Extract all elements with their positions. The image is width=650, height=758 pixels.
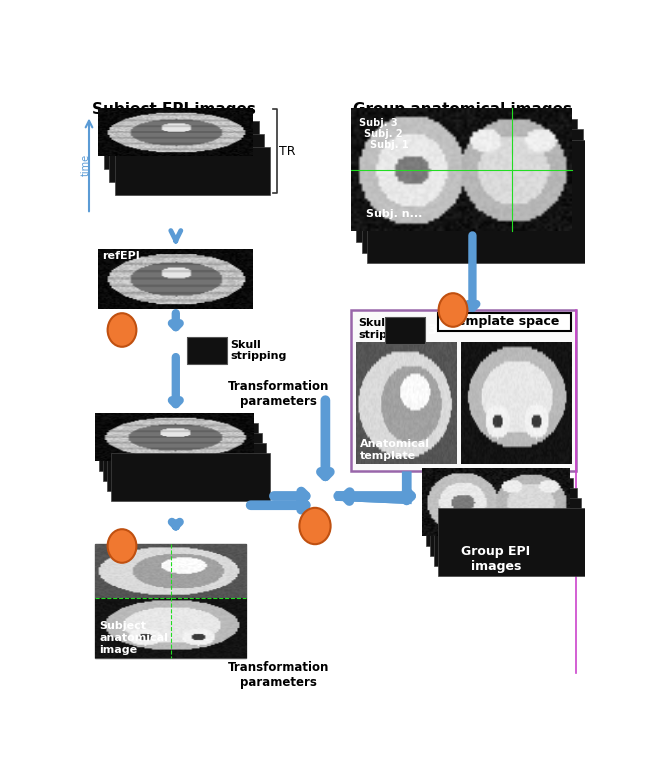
Text: 4: 4	[320, 489, 330, 503]
Bar	[434, 498, 581, 566]
Text: 3: 3	[428, 323, 437, 337]
Text: 2: 2	[171, 504, 181, 518]
Bar	[111, 453, 270, 500]
Bar	[356, 119, 577, 242]
Bar	[104, 121, 259, 169]
Text: Skull
stripping: Skull stripping	[230, 340, 287, 362]
Bar	[107, 443, 266, 490]
Bar	[430, 488, 577, 556]
Text: Subject
anatomical
image: Subject anatomical image	[99, 622, 168, 655]
Text: TR: TR	[279, 145, 295, 158]
Text: Skull
stripping: Skull stripping	[358, 318, 414, 340]
Bar	[114, 147, 270, 195]
Text: Template space: Template space	[450, 315, 559, 328]
Bar	[95, 543, 246, 658]
Text: Transformation
parameters: Transformation parameters	[228, 380, 330, 408]
Bar	[187, 337, 227, 365]
Text: Group anatomical images: Group anatomical images	[353, 102, 572, 117]
Text: Subject EPI images: Subject EPI images	[92, 102, 256, 117]
Bar	[426, 478, 573, 546]
Bar	[109, 134, 264, 182]
Text: Anatomical
template: Anatomical template	[359, 439, 430, 461]
Bar	[103, 433, 262, 481]
Text: Group EPI
images: Group EPI images	[462, 545, 530, 573]
Bar	[385, 317, 425, 344]
Text: refEPI: refEPI	[102, 251, 140, 261]
Bar	[351, 309, 576, 471]
Text: Subj. 3: Subj. 3	[359, 118, 397, 128]
Bar	[437, 313, 571, 331]
Bar	[99, 423, 258, 471]
Text: Subj. 2: Subj. 2	[364, 129, 403, 139]
Bar	[367, 140, 588, 264]
Text: Subj. n...: Subj. n...	[367, 209, 422, 219]
Text: Transformation
parameters: Transformation parameters	[228, 661, 330, 689]
Text: 1: 1	[171, 338, 181, 352]
Text: time: time	[81, 154, 91, 176]
Text: Subj. 1: Subj. 1	[370, 140, 408, 150]
Bar	[437, 509, 585, 576]
Bar	[362, 130, 582, 252]
